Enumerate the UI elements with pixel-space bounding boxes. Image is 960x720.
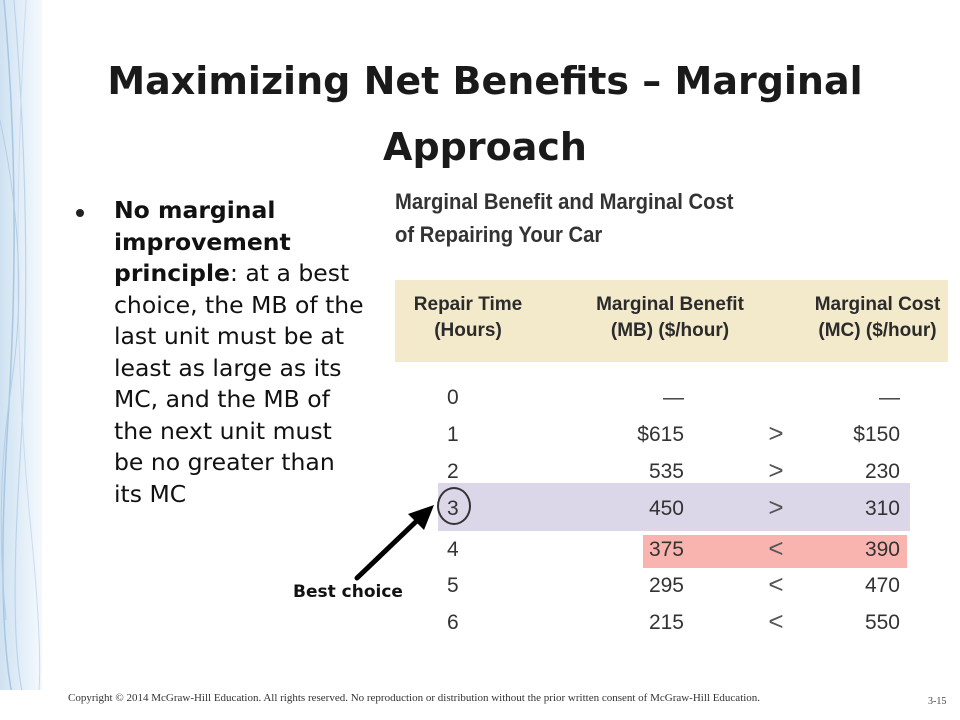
cell-comparison: < [768,606,784,636]
slide-title-line1: Maximizing Net Benefits – Marginal [107,59,863,103]
cell-time: 2 [447,460,459,483]
cell-mc: 470 [864,574,900,597]
cell-mb: 215 [648,611,684,634]
left-decorative-band [0,0,42,720]
header-mb-line2: (MB) ($/hour) [610,320,730,341]
cell-comparison: < [768,569,784,599]
table-title-line2: of Repairing Your Car [395,222,603,247]
header-mb-line1: Marginal Benefit [596,294,744,315]
cell-time: 6 [447,611,459,634]
cell-time: 0 [447,386,459,409]
page-number: 3-15 [928,696,947,707]
cell-mb: $615 [637,423,684,446]
cell-mb: 450 [648,497,684,520]
cell-mc: $150 [853,423,900,446]
cell-mb: 535 [648,460,684,483]
header-mc-line2: (MC) ($/hour) [818,320,937,341]
table-header: Repair Time (Hours) Marginal Benefit (MB… [395,280,948,362]
bullet-text: No marginal improvement principle: at a … [114,195,364,510]
best-choice-row-highlight [438,483,910,531]
cell-mc: 550 [864,611,900,634]
cell-comparison: < [768,533,784,563]
header-mc-line1: Marginal Cost [814,294,941,315]
cell-mc: 230 [864,460,900,483]
cell-mb: — [663,386,684,409]
header-repair-time: Repair Time (Hours) [403,292,533,344]
table-title-line1: Marginal Benefit and Marginal Cost [395,189,734,214]
slide-title: Maximizing Net Benefits – Marginal Appro… [60,48,910,180]
cell-mb: 375 [648,538,684,561]
bullet-icon [76,209,84,217]
cell-mc: — [879,386,900,409]
decorative-curves [0,0,41,720]
cell-comparison: > [768,492,784,522]
cell-time: 4 [447,538,459,561]
cell-time: 5 [447,574,459,597]
best-choice-circle [437,487,471,525]
copyright-notice: Copyright © 2014 McGraw-Hill Education. … [68,692,761,704]
header-marginal-benefit: Marginal Benefit (MB) ($/hour) [580,292,760,344]
header-marginal-cost: Marginal Cost (MC) ($/hour) [810,292,945,344]
table-title: Marginal Benefit and Marginal Cost of Re… [395,185,745,251]
header-time-line2: (Hours) [434,320,502,341]
cell-comparison: > [768,418,784,448]
cell-mc: 390 [864,538,900,561]
next-unit-highlight [643,535,907,568]
footer [0,690,960,720]
header-time-line1: Repair Time [413,294,523,315]
bullet-body: : at a best choice, the MB of the last u… [114,259,364,508]
cell-comparison: > [768,455,784,485]
bullet-bold-term: No marginal improvement principle [114,196,291,287]
cell-mb: 295 [648,574,684,597]
cell-time: 1 [447,423,459,446]
slide-title-line2: Approach [383,125,587,169]
cell-mc: 310 [864,497,900,520]
best-choice-label: Best choice [293,582,403,602]
